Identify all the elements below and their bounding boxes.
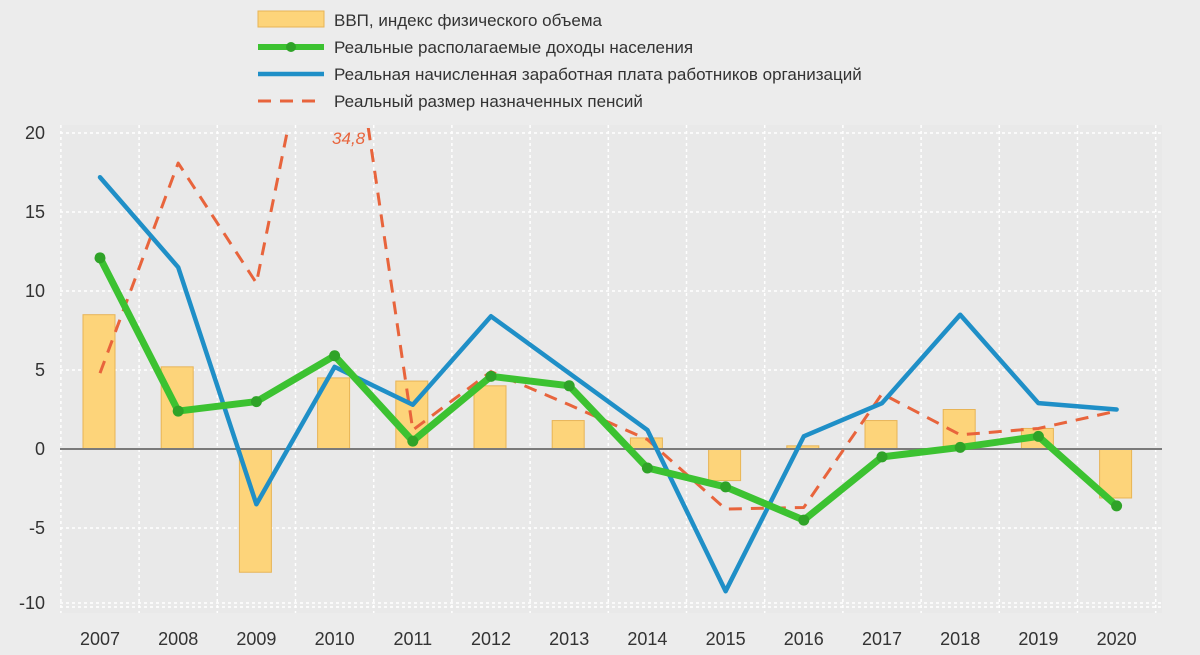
plot-area [60,125,1162,613]
incomes-marker [641,462,653,474]
gdp-bar [864,420,898,450]
gdp-bar [708,448,742,482]
legend-label: ВВП, индекс физического объема [334,11,603,30]
x-axis-ticks: 2007 2008 2009 2010 2011 2012 2013 2014 2015 2016… [80,629,1137,649]
legend-label: Реальные располагаемые доходы населения [334,38,693,57]
x-tick-label: 2013 [549,629,589,649]
x-tick-label: 2010 [315,629,355,649]
gdp-bar [1099,448,1133,499]
annotations: 34,8 [332,129,366,148]
x-tick-label: 2015 [706,629,746,649]
legend-swatch-gdp [257,10,325,28]
x-tick-label: 2016 [784,629,824,649]
incomes-marker [172,405,184,417]
incomes-marker [720,481,732,493]
legend: ВВП, индекс физического объема Реальные р… [257,10,862,111]
legend-swatch-incomes-marker [286,42,296,52]
x-tick-label: 2009 [236,629,276,649]
y-tick-label: 10 [25,281,45,301]
annotation-label: 34,8 [332,129,366,148]
x-tick-label: 2017 [862,629,902,649]
x-tick-label: 2020 [1097,629,1137,649]
incomes-marker [485,370,497,382]
incomes-marker [954,441,966,453]
incomes-marker [798,514,810,526]
x-tick-label: 2008 [158,629,198,649]
x-tick-label: 2019 [1018,629,1058,649]
y-tick-label: 15 [25,202,45,222]
legend-label: Реальная начисленная заработная плата ра… [334,65,862,84]
y-tick-label: -5 [29,518,45,538]
gdp-bar [551,420,585,450]
y-tick-label: -10 [19,593,45,613]
incomes-marker [329,350,341,362]
x-tick-label: 2018 [940,629,980,649]
incomes-marker [1111,500,1123,512]
series-lines [94,128,1123,594]
gdp-bar [82,314,116,450]
grid [60,125,1162,613]
x-tick-label: 2012 [471,629,511,649]
incomes-marker [563,380,575,392]
y-tick-label: 5 [35,360,45,380]
x-tick-label: 2014 [627,629,667,649]
incomes-marker [94,252,106,264]
x-tick-label: 2011 [393,629,432,649]
y-axis-ticks: 20 15 10 5 0 -5 -10 [19,123,45,613]
incomes-marker [250,396,262,408]
incomes-marker [1032,430,1044,442]
wages-line [97,174,1119,594]
incomes-line [96,254,1121,524]
incomes-marker [876,451,888,463]
incomes-marker [407,435,419,447]
x-tick-label: 2007 [80,629,120,649]
y-tick-label: 0 [35,439,45,459]
y-tick-label: 20 [25,123,45,143]
gdp-bar [473,385,507,450]
legend-label: Реальный размер назначенных пенсий [334,92,643,111]
